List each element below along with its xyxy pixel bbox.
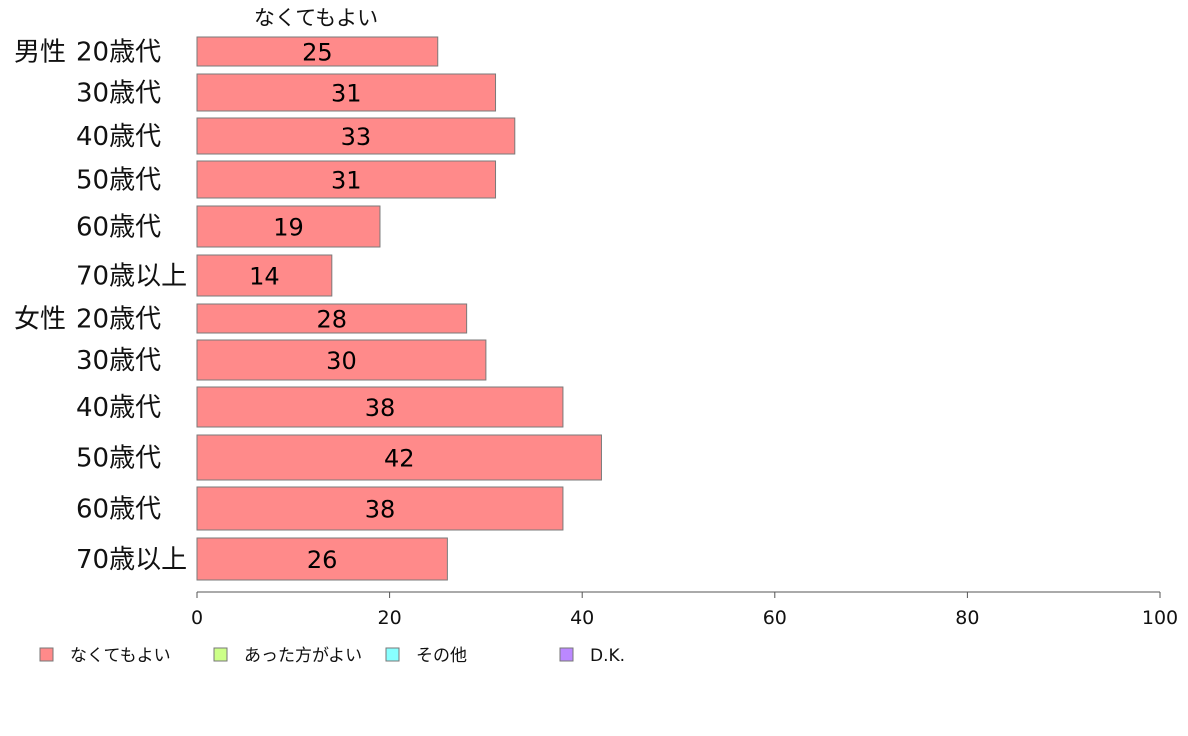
x-tick-label: 40 [570, 607, 594, 629]
bar-value-label: 19 [273, 214, 304, 242]
legend-swatch [213, 647, 228, 662]
category-label: 20歳代 [76, 38, 161, 68]
bar-value-label: 33 [341, 123, 372, 151]
x-tick-label: 20 [378, 607, 402, 629]
legend-label: なくてもよい [70, 646, 171, 666]
bar [196, 486, 564, 531]
category-label: 30歳代 [76, 346, 161, 376]
x-axis: 0 20 40 60 80 100 [191, 591, 1178, 629]
legend-swatch [385, 647, 400, 662]
legend-swatch [559, 647, 574, 662]
bar-value-label: 25 [302, 39, 333, 67]
bar [196, 434, 602, 481]
bar [196, 160, 497, 199]
bar-value-label: 14 [249, 263, 280, 291]
group-label: 女性 [14, 305, 66, 335]
bar [196, 386, 564, 428]
legend-label: D.K. [590, 646, 625, 666]
category-label: 50歳代 [76, 444, 161, 474]
bar-value-label: 38 [365, 496, 396, 524]
bar-value-label: 31 [331, 167, 362, 195]
category-label: 40歳代 [76, 122, 161, 152]
x-tick-label: 100 [1142, 607, 1178, 629]
bar [196, 537, 448, 581]
category-label: 40歳代 [76, 393, 161, 423]
category-label: 50歳代 [76, 166, 161, 196]
bars-layer: 2520歳代男性3130歳代3340歳代3150歳代1960歳代1470歳以上2… [14, 36, 602, 581]
bar-value-label: 42 [384, 445, 415, 473]
bar [196, 117, 516, 155]
bar-value-label: 30 [326, 347, 357, 375]
bar [196, 73, 497, 112]
category-label: 70歳以上 [76, 262, 187, 292]
bar [196, 254, 333, 297]
category-label: 60歳代 [76, 213, 161, 243]
category-label: 30歳代 [76, 79, 161, 109]
x-tick-label: 60 [763, 607, 787, 629]
legend-label: その他 [416, 646, 467, 666]
series-title: なくてもよい [254, 6, 378, 30]
group-label: 男性 [14, 38, 66, 68]
category-label: 70歳以上 [76, 545, 187, 575]
category-label: 60歳代 [76, 495, 161, 525]
bar-value-label: 38 [365, 394, 396, 422]
category-label: 20歳代 [76, 305, 161, 335]
bar [196, 339, 487, 381]
bar-value-label: 26 [307, 546, 338, 574]
bar [196, 36, 439, 67]
x-tick-label: 80 [955, 607, 979, 629]
x-tick-label: 0 [191, 607, 203, 629]
legend: なくてもよい あった方がよい その他 D.K. [39, 646, 625, 666]
bar [196, 303, 468, 334]
bar-value-label: 28 [317, 306, 348, 334]
bar [196, 205, 381, 248]
bar-value-label: 31 [331, 80, 362, 108]
legend-swatch [39, 647, 54, 662]
legend-label: あった方がよい [244, 646, 362, 666]
